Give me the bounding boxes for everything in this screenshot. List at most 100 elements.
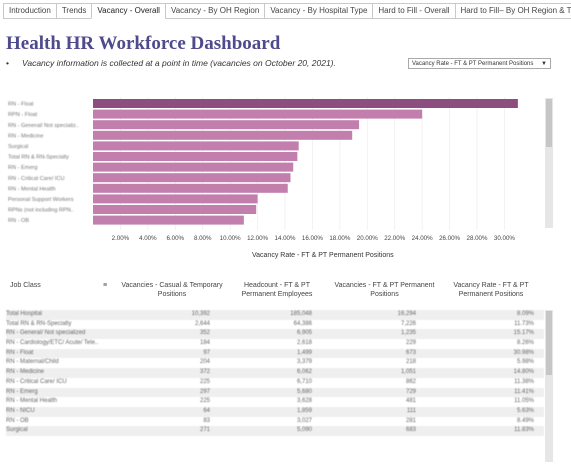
- x-tick-label: 18.00%: [329, 235, 350, 242]
- table-cell: 2,618: [296, 340, 312, 347]
- header-job-class: Job Class: [10, 282, 41, 289]
- table-cell: 15.17%: [513, 330, 534, 337]
- table-cell: 683: [405, 427, 416, 434]
- tab-vacancy-by-hospital-type[interactable]: Vacancy - By Hospital Type: [264, 3, 374, 19]
- table-row[interactable]: RN - Cardiology/ETC/ Acute/ Tele.. 184 2,6…: [6, 339, 544, 349]
- x-tick-label: 14.00%: [275, 235, 296, 242]
- table-row[interactable]: Total Hospital 10,392 185,048 16,294 8.09%: [6, 310, 544, 320]
- x-tick-label: 4.00%: [139, 235, 157, 242]
- table-cell: 14.80%: [513, 369, 534, 376]
- table-cell: RN - Critical Care/ ICU: [6, 378, 67, 385]
- bar[interactable]: [93, 205, 257, 214]
- table-cell: 3,628: [296, 398, 312, 405]
- bullet-text: Vacancy information is collected at a po…: [21, 58, 336, 68]
- table-cell: 3,027: [296, 417, 312, 424]
- table-row[interactable]: RN - Float 97 1,499 673 30.98%: [6, 348, 544, 359]
- table-cell: 204: [199, 359, 210, 366]
- table-cell: RN - Cardiology/ETC/ Acute/ Tele..: [6, 340, 99, 347]
- table-cell: 1,235: [400, 330, 416, 337]
- table-cell: 225: [199, 378, 210, 385]
- table-cell: 11.38%: [514, 378, 534, 385]
- tab-vacancy-by-region[interactable]: Vacancy - By OH Region: [164, 3, 266, 19]
- bar[interactable]: [93, 141, 299, 151]
- bar[interactable]: [93, 152, 298, 161]
- category-label: Surgical: [8, 144, 28, 150]
- table-cell: 16,294: [397, 311, 416, 317]
- x-tick-label: 8.00%: [194, 235, 212, 242]
- table-cell: 7,226: [400, 320, 416, 327]
- table-cell: 83: [203, 417, 210, 424]
- table-cell: RN - OB: [6, 417, 29, 424]
- table-cell: 281: [405, 417, 416, 424]
- chart-scrollbar[interactable]: [545, 98, 553, 228]
- bar[interactable]: [93, 120, 360, 130]
- table-row[interactable]: RN - Mental Health 225 3,628 481 11.05%: [6, 397, 544, 407]
- bar[interactable]: [93, 109, 423, 119]
- table-row[interactable]: Total RN & RN-Specialty 2,644 64,386 7,226 1…: [6, 320, 544, 330]
- table-cell: 1,051: [400, 369, 416, 376]
- dropdown-value: Vacancy Rate - FT & PT Permanent Positio…: [412, 61, 534, 67]
- table-scrollbar-thumb[interactable]: [546, 311, 552, 375]
- category-label: RN - Medicine: [8, 133, 43, 139]
- table-row[interactable]: RN - Emerg 297 5,680 729 11.41%: [6, 387, 544, 398]
- category-label: RN - Emerg: [8, 165, 38, 171]
- bar[interactable]: [93, 173, 291, 183]
- table-cell: 97: [203, 349, 210, 356]
- x-tick-label: 30.00%: [494, 235, 515, 242]
- table-cell: 862: [405, 378, 416, 385]
- x-axis-title: Vacancy Rate - FT & PT Permanent Positio…: [252, 252, 394, 259]
- table-cell: 673: [405, 349, 416, 356]
- table-cell: 5,090: [296, 427, 312, 434]
- table-cell: 6,062: [296, 369, 312, 376]
- x-tick-label: 28.00%: [467, 235, 488, 242]
- table-cell: RN - Emerg: [6, 388, 38, 395]
- table-cell: 8.49%: [516, 417, 534, 424]
- bar[interactable]: [93, 162, 294, 172]
- category-label: RN - OB: [8, 218, 29, 224]
- header-vacancy-rate: Vacancy Rate - FT & PT Permanent Positio…: [453, 282, 529, 298]
- table-cell: 6,710: [296, 378, 312, 385]
- table-cell: 11.05%: [514, 398, 534, 405]
- table-cell: 229: [405, 340, 416, 347]
- table-cell: 64: [203, 407, 210, 414]
- category-label: RN - General/ Not specializ..: [8, 123, 79, 129]
- table-cell: 6,905: [296, 330, 312, 337]
- bar[interactable]: [93, 215, 244, 225]
- measure-dropdown[interactable]: Vacancy Rate - FT & PT Permanent Positio…: [408, 58, 551, 69]
- bar[interactable]: [93, 183, 288, 193]
- x-tick-label: 24.00%: [412, 235, 433, 242]
- table-cell: 352: [199, 330, 210, 337]
- table-cell: Total Hospital: [6, 311, 43, 317]
- table-row[interactable]: RN - NICU 64 1,859 111 5.63%: [6, 406, 544, 417]
- table-cell: Total RN & RN-Specialty: [6, 320, 72, 327]
- table-cell: 1,499: [296, 349, 312, 356]
- x-tick-label: 22.00%: [384, 235, 405, 242]
- x-tick-label: 2.00%: [112, 235, 130, 242]
- chevron-down-icon: ▼: [541, 61, 547, 67]
- table-row[interactable]: RN - OB 83 3,027 281 8.49%: [6, 417, 544, 427]
- table-row[interactable]: RN - Maternal/Child 204 3,379 218 5.98%: [6, 358, 544, 368]
- sort-icon[interactable]: ≡: [103, 282, 108, 289]
- table-cell: RN - General/ Not specialized: [6, 330, 86, 337]
- table-scrollbar[interactable]: [545, 310, 553, 462]
- table-cell: Surgical: [6, 427, 28, 434]
- table-row[interactable]: RN - General/ Not specialized 352 6,905 1,2…: [6, 329, 544, 340]
- table-row[interactable]: RN - Critical Care/ ICU 225 6,710 862 11.38%: [6, 378, 544, 388]
- table-cell: 8.09%: [516, 311, 534, 317]
- bar[interactable]: [93, 130, 353, 140]
- page-title: Health HR Workforce Dashboard: [6, 33, 281, 54]
- table-row[interactable]: RN - Medicine 372 6,062 1,051 14.80%: [6, 368, 544, 378]
- table-cell: 11.83%: [514, 427, 534, 434]
- x-tick-label: 20.00%: [357, 235, 378, 242]
- category-label: RPN - Float: [8, 112, 38, 118]
- chart-scrollbar-thumb[interactable]: [546, 99, 552, 147]
- tab-bar: Introduction Trends Vacancy - Overall Va…: [3, 3, 571, 19]
- table-cell: 10,392: [191, 311, 210, 317]
- bar[interactable]: [93, 194, 258, 204]
- tab-hard-to-fill-by-region[interactable]: Hard to Fill– By OH Region & T...: [454, 3, 571, 19]
- vacancy-bar-chart: RN - Float RPN - Float RN - General/ Not s…: [8, 97, 518, 242]
- x-tick-label: 26.00%: [439, 235, 460, 242]
- table-row[interactable]: Surgical 271 5,090 683 11.83%: [6, 426, 544, 436]
- bar[interactable]: [93, 99, 518, 108]
- table-cell: 225: [199, 398, 210, 405]
